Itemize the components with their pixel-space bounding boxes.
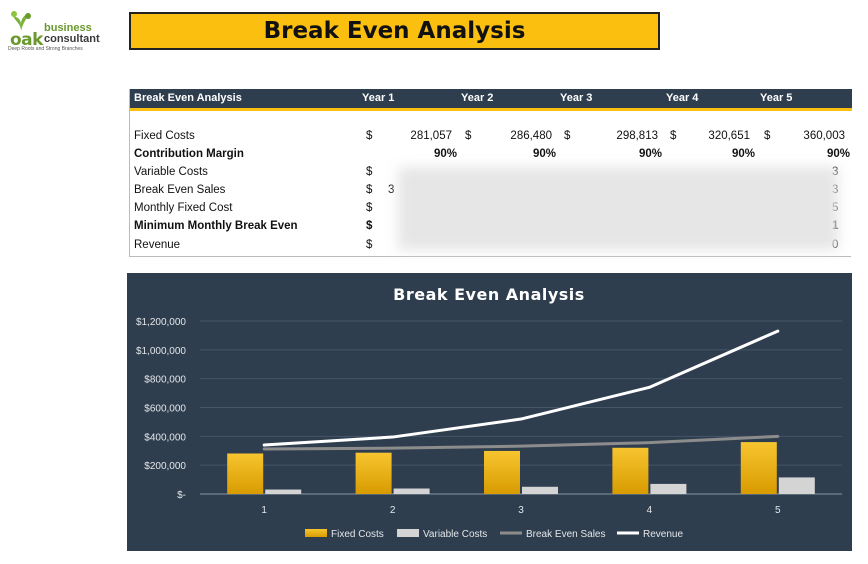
bar-variable-costs xyxy=(650,483,687,494)
cell-value: 90% xyxy=(826,148,850,160)
currency-symbol: $ xyxy=(366,184,373,196)
cell-value: 320,651 xyxy=(708,130,750,142)
currency-symbol: $ xyxy=(366,239,373,251)
cell-value: 298,813 xyxy=(616,130,658,142)
chart-canvas: Break Even Analysis $- $200,000 $400,000 $60… xyxy=(136,285,842,540)
currency-symbol: $ xyxy=(670,130,677,142)
table-row: Contribution Margin 90% 90% 90% 90% 90% xyxy=(130,146,852,164)
line-revenue xyxy=(262,329,780,447)
y-tick-label: $1,200,000 xyxy=(136,317,186,328)
legend-label: Fixed Costs xyxy=(331,529,384,540)
bar-variable-costs xyxy=(393,488,430,494)
header-year-2: Year 2 xyxy=(461,92,494,104)
cell-value: 360,003 xyxy=(803,130,845,142)
row-label: Variable Costs xyxy=(134,166,208,178)
bar-variable-costs xyxy=(265,489,302,494)
legend-swatch xyxy=(305,529,327,537)
x-tick-label: 1 xyxy=(261,505,267,516)
page-title: Break Even Analysis xyxy=(129,12,660,50)
header-year-4: Year 4 xyxy=(666,92,699,104)
legend-label: Break Even Sales xyxy=(526,529,606,540)
cell-value: 281,057 xyxy=(410,130,452,142)
cell-value: 286,480 xyxy=(510,130,552,142)
bar-fixed-costs xyxy=(355,452,392,494)
row-label: Monthly Fixed Cost xyxy=(134,202,233,214)
break-even-table: Break Even Analysis Year 1 Year 2 Year 3… xyxy=(129,89,852,257)
x-tick-label: 3 xyxy=(518,505,524,516)
bar-variable-costs xyxy=(522,486,558,494)
row-label: Contribution Margin xyxy=(134,148,244,160)
line-break-even-sales xyxy=(262,434,780,451)
table-header: Break Even Analysis Year 1 Year 2 Year 3… xyxy=(130,89,852,108)
y-tick-label: $800,000 xyxy=(144,375,186,386)
legend-swatch xyxy=(397,529,419,537)
header-year-5: Year 5 xyxy=(760,92,793,104)
y-tick-label: $- xyxy=(177,490,186,501)
x-tick-label: 5 xyxy=(775,505,781,516)
bar-fixed-costs xyxy=(484,450,520,494)
header-year-3: Year 3 xyxy=(560,92,593,104)
cell-value: 90% xyxy=(433,148,457,160)
currency-symbol: $ xyxy=(366,166,373,178)
currency-symbol: $ xyxy=(366,220,373,232)
logo-mark: oak xyxy=(10,30,43,50)
row-label: Minimum Monthly Break Even xyxy=(134,220,298,232)
x-tick-label: 4 xyxy=(647,505,653,516)
bar-variable-costs xyxy=(778,477,815,494)
header-underline xyxy=(130,108,852,111)
row-label: Break Even Sales xyxy=(134,184,226,196)
header-label: Break Even Analysis xyxy=(134,92,242,104)
oak-leaf-icon xyxy=(11,11,31,31)
cell-partial-value: 3 xyxy=(388,184,395,196)
logo-tagline: Deep Roots and Strong Branches xyxy=(8,46,83,52)
cell-value: 90% xyxy=(731,148,755,160)
row-label: Fixed Costs xyxy=(134,130,195,142)
logo-brand-business: business xyxy=(44,22,92,34)
break-even-chart: Break Even Analysis $- $200,000 $400,000 $60… xyxy=(127,273,852,551)
currency-symbol: $ xyxy=(366,202,373,214)
company-logo: oak business consultant Deep Roots and S… xyxy=(6,10,106,52)
currency-symbol: $ xyxy=(465,130,472,142)
y-tick-label: $600,000 xyxy=(144,404,186,415)
currency-symbol: $ xyxy=(764,130,771,142)
x-tick-label: 2 xyxy=(390,505,396,516)
y-tick-label: $400,000 xyxy=(144,432,186,443)
chart-title: Break Even Analysis xyxy=(393,285,585,304)
bar-fixed-costs xyxy=(740,442,777,494)
legend-label: Revenue xyxy=(643,529,683,540)
legend-label: Variable Costs xyxy=(423,529,487,540)
table-row: Fixed Costs $ 281,057 $ 286,480 $ 298,81… xyxy=(130,128,852,146)
row-label: Revenue xyxy=(134,239,181,251)
logo-brand-consultant: consultant xyxy=(44,33,100,45)
cell-value: 90% xyxy=(638,148,662,160)
cell-value: 90% xyxy=(532,148,556,160)
y-tick-label: $200,000 xyxy=(144,461,186,472)
bar-fixed-costs xyxy=(227,453,264,494)
blurred-values-region xyxy=(398,167,838,250)
currency-symbol: $ xyxy=(564,130,571,142)
header-year-1: Year 1 xyxy=(362,92,395,104)
bar-fixed-costs xyxy=(612,447,649,494)
y-tick-label: $1,000,000 xyxy=(136,346,186,357)
currency-symbol: $ xyxy=(366,130,373,142)
